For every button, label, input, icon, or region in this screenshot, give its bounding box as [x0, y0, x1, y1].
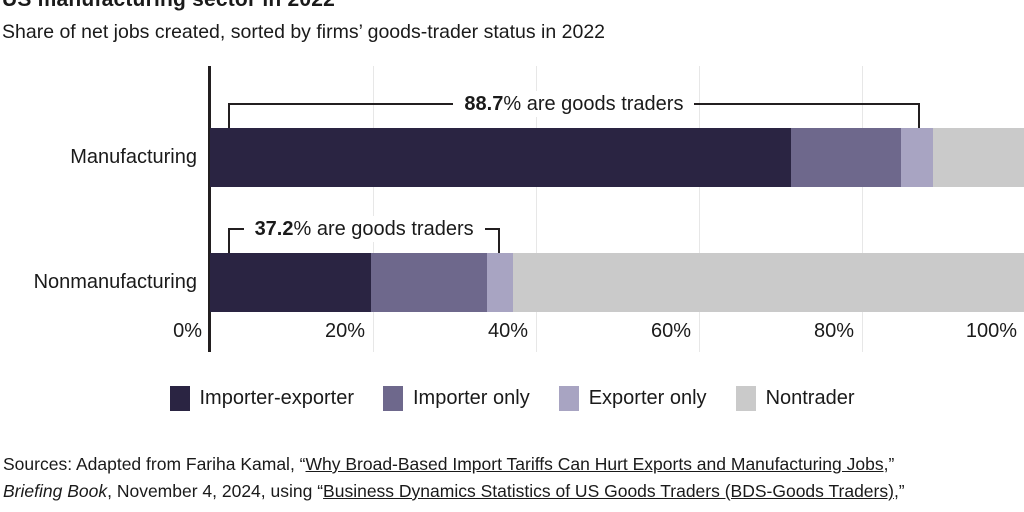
x-tick-label: 60%	[650, 320, 691, 342]
goods-traders-bracket-nonmanufacturing	[228, 228, 501, 253]
segment-exporter-only	[487, 253, 514, 312]
legend-swatch-icon	[558, 386, 579, 411]
chart-title: US manufacturing sector in 2022	[2, 0, 335, 12]
sources-publication: Briefing Book	[3, 481, 108, 501]
y-axis-line	[208, 66, 211, 352]
source-link-article[interactable]: Why Broad-Based Import Tariffs Can Hurt …	[305, 454, 889, 474]
sources-note: Sources: Adapted from Fariha Kamal, “Why…	[3, 451, 1013, 505]
segment-importer-only	[371, 253, 488, 312]
plot-area: 0% 20% 40% 60% 80% 100% 88.7% are goods trader…	[173, 66, 1024, 352]
legend-item-importer-exporter: Importer-exporter	[169, 386, 355, 411]
category-label-manufacturing: Manufacturing	[70, 145, 197, 168]
segment-importer-only	[791, 128, 902, 187]
legend-item-nontrader: Nontrader	[735, 386, 855, 411]
category-label-nonmanufacturing: Nonmanufacturing	[33, 270, 197, 293]
chart-subtitle: Share of net jobs created, sorted by fir…	[2, 21, 606, 43]
sources-line-2: Briefing Book, November 4, 2024, using “…	[3, 478, 1013, 505]
x-tick-label: 80%	[813, 320, 854, 342]
legend-label: Nontrader	[765, 387, 855, 409]
segment-nontrader	[932, 128, 1024, 187]
bar-manufacturing	[210, 128, 1024, 187]
chart-legend: Importer-exporter Importer only Exporter o…	[0, 386, 1024, 411]
legend-swatch-icon	[383, 386, 403, 411]
gridline-80	[862, 66, 863, 352]
legend-label: Exporter only	[588, 387, 707, 409]
segment-importer-exporter	[210, 253, 372, 312]
segment-exporter-only	[901, 128, 933, 187]
source-link-dataset[interactable]: Business Dynamics Statistics of US Goods…	[323, 481, 894, 501]
gridline-40	[536, 66, 537, 352]
segment-nontrader	[513, 253, 1024, 312]
stacked-bar-chart: 0% 20% 40% 60% 80% 100% 88.7% are goods trader…	[33, 66, 1024, 352]
legend-label: Importer-exporter	[199, 387, 355, 409]
x-tick-label: 0%	[173, 320, 202, 342]
sources-text: Sources: Adapted from Fariha Kamal, “	[3, 454, 306, 474]
x-tick-label: 20%	[324, 320, 365, 342]
gridline-20	[373, 66, 374, 352]
sources-text: ”	[888, 454, 895, 474]
goods-traders-bracket-manufacturing	[228, 103, 920, 128]
sources-text: , November 4, 2024, using “	[107, 481, 324, 501]
legend-label: Importer only	[413, 387, 530, 409]
legend-item-exporter-only: Exporter only	[558, 386, 707, 411]
sources-text: ,”	[893, 481, 905, 501]
segment-importer-exporter	[210, 128, 792, 187]
legend-swatch-icon	[735, 386, 756, 411]
legend-swatch-icon	[169, 386, 190, 411]
sources-line-1: Sources: Adapted from Fariha Kamal, “Why…	[3, 451, 1013, 478]
x-tick-label: 40%	[487, 320, 528, 342]
legend-item-importer-only: Importer only	[383, 386, 530, 411]
bar-nonmanufacturing	[210, 253, 1024, 312]
x-tick-label: 100%	[965, 320, 1017, 342]
gridline-60	[699, 66, 700, 352]
